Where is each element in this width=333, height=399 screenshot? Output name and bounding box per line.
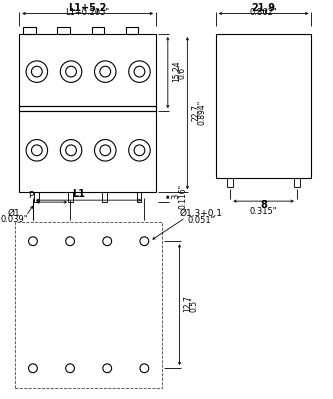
Text: L1+5,2: L1+5,2: [69, 3, 107, 13]
Text: Ø1: Ø1: [8, 208, 21, 217]
Text: Ø1,3+0,1: Ø1,3+0,1: [179, 209, 222, 218]
Bar: [92, 27, 104, 34]
Bar: [19, 34, 156, 111]
Bar: [216, 34, 311, 178]
Text: 0.315": 0.315": [250, 207, 277, 216]
Text: 12,7: 12,7: [183, 295, 192, 312]
Text: L1: L1: [72, 189, 85, 199]
Text: 3: 3: [172, 194, 181, 199]
Bar: [137, 192, 142, 202]
Text: 0.6": 0.6": [177, 64, 186, 79]
Bar: [126, 27, 139, 34]
Text: 0.862": 0.862": [250, 8, 277, 17]
Text: 15,24: 15,24: [172, 61, 181, 83]
Text: 0.894": 0.894": [197, 100, 206, 125]
Text: P: P: [28, 191, 34, 200]
Text: 21,9: 21,9: [252, 3, 276, 13]
Text: 0.051": 0.051": [187, 216, 215, 225]
Bar: [19, 106, 156, 192]
Text: L1+0.205": L1+0.205": [66, 8, 110, 17]
Text: 0.039": 0.039": [1, 215, 28, 224]
Bar: [34, 192, 39, 202]
Bar: [68, 192, 73, 202]
Text: 0.116": 0.116": [178, 184, 187, 209]
Bar: [57, 27, 70, 34]
Bar: [102, 192, 107, 202]
Bar: [23, 27, 36, 34]
Text: 8: 8: [260, 200, 267, 210]
Text: 0.5": 0.5": [189, 296, 198, 312]
Bar: [15, 222, 162, 388]
Text: 22,7: 22,7: [191, 104, 200, 120]
